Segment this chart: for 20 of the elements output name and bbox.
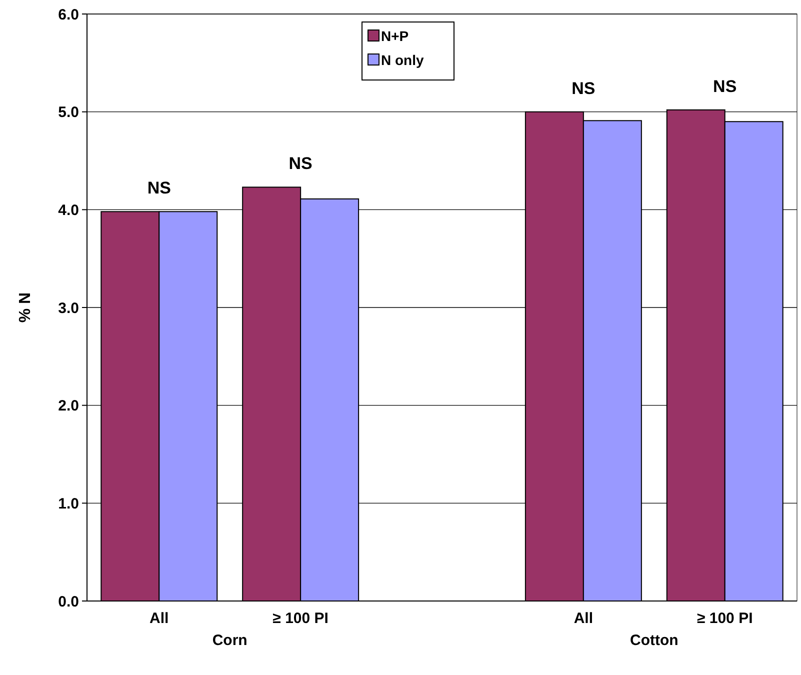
annotation: NS bbox=[713, 76, 737, 96]
y-tick-label: 5.0 bbox=[58, 104, 79, 122]
annotation: NS bbox=[147, 178, 171, 198]
annotation: NS bbox=[572, 78, 596, 98]
y-axis-title: % N bbox=[17, 292, 34, 323]
y-tick-label: 3.0 bbox=[58, 300, 79, 317]
y-tick-label: 4.0 bbox=[58, 202, 79, 219]
x-tick-label: All bbox=[150, 610, 169, 627]
text: Corn bbox=[212, 632, 248, 649]
y-tick-label: 1.0 bbox=[58, 495, 79, 512]
annotation: NS bbox=[288, 154, 312, 174]
x-tick-label: ≥ 100 PI bbox=[696, 610, 753, 627]
y-tick-label: 2.0 bbox=[58, 398, 79, 415]
legend-label: N only bbox=[381, 52, 424, 68]
x-tick-label: ≥ 100 PI bbox=[272, 610, 328, 627]
legend-label: N+P bbox=[381, 28, 409, 44]
text: Cotton bbox=[630, 632, 678, 649]
y-tick-label: 0.0 bbox=[58, 593, 79, 610]
y-tick-label: 6.0 bbox=[58, 6, 79, 24]
x-tick-label: All bbox=[574, 610, 594, 627]
